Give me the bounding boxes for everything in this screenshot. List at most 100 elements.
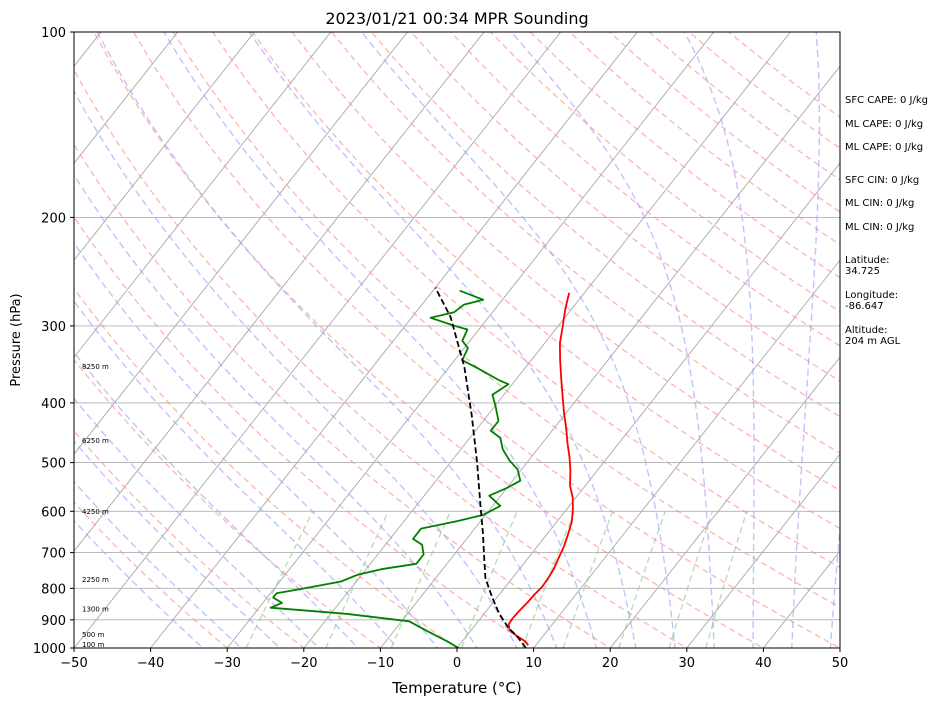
dry-adiabat-line bbox=[172, 32, 840, 608]
isotherm-line bbox=[533, 259, 840, 648]
sfc-cin-text: SFC CIN: 0 J/kg bbox=[845, 175, 920, 186]
isotherm-line bbox=[379, 65, 840, 648]
moist-adiabat-line bbox=[510, 32, 715, 648]
height-label: 500 m bbox=[82, 631, 105, 639]
dry-adiabat-line bbox=[74, 358, 382, 648]
isotherm-line bbox=[762, 550, 840, 648]
isotherm-line bbox=[74, 32, 179, 164]
moist-adiabat-line bbox=[74, 397, 320, 648]
height-label: 100 m bbox=[82, 641, 105, 649]
latitude-text: Latitude: 34.725 bbox=[845, 255, 890, 277]
dry-adiabat-line bbox=[74, 215, 535, 648]
dry-adiabat-line bbox=[74, 68, 689, 648]
dry-adiabat-line bbox=[251, 32, 840, 530]
y-tick-label: 400 bbox=[41, 397, 66, 412]
y-tick-label: 800 bbox=[41, 582, 66, 597]
moist-adiabat-line bbox=[74, 519, 204, 648]
y-tick-label: 200 bbox=[41, 211, 66, 226]
y-tick-label: 1000 bbox=[33, 642, 66, 657]
height-label: 1300 m bbox=[82, 606, 109, 614]
height-label: 6250 m bbox=[82, 437, 109, 445]
x-tick-label: 0 bbox=[453, 656, 461, 671]
x-tick-label: 20 bbox=[602, 656, 619, 671]
y-tick-label: 100 bbox=[41, 26, 66, 41]
mixing-ratio-line bbox=[668, 511, 713, 648]
x-tick-label: −10 bbox=[367, 656, 394, 671]
ml-cape-text-2: ML CAPE: 0 J/kg bbox=[845, 142, 924, 153]
longitude-text: Longitude: -86.647 bbox=[845, 290, 899, 312]
isotherm-line bbox=[686, 453, 840, 648]
y-tick-label: 500 bbox=[41, 457, 66, 472]
isotherm-line bbox=[74, 32, 485, 552]
dry-adiabat-line bbox=[74, 143, 612, 648]
isotherm-line bbox=[226, 32, 715, 648]
series-group bbox=[269, 287, 574, 648]
mixing-ratio-line bbox=[245, 511, 314, 648]
x-tick-label: 50 bbox=[832, 656, 849, 671]
moist-adiabat-line bbox=[791, 32, 821, 648]
dry-adiabat-line bbox=[490, 32, 840, 313]
x-axis: −50 −40 −30 −20 −10 0 10 20 30 40 50 bbox=[60, 648, 848, 671]
dry-adiabat-line bbox=[74, 429, 305, 648]
dry-adiabat-line bbox=[93, 32, 765, 648]
temperature-profile-line bbox=[507, 292, 574, 646]
dry-adiabat-line bbox=[74, 501, 229, 648]
isotherm-line bbox=[74, 32, 409, 455]
isotherm-line bbox=[609, 356, 840, 648]
y-tick-label: 300 bbox=[41, 320, 66, 335]
moist-adiabat-line bbox=[74, 351, 359, 648]
dry-adiabat-line bbox=[212, 32, 840, 569]
moist-adiabat-line bbox=[74, 241, 439, 648]
moist-adiabat-line bbox=[360, 32, 676, 648]
isotherm-line bbox=[150, 32, 638, 648]
height-labels: 100 m 500 m 1300 m 2250 m 4250 m 6250 m 8250 m bbox=[82, 363, 109, 649]
moist-adiabat-line bbox=[829, 523, 840, 648]
y-tick-label: 600 bbox=[41, 505, 66, 520]
isotherm-line bbox=[906, 18, 946, 661]
chart-title: 2023/01/21 00:34 MPR Sounding bbox=[325, 9, 588, 28]
isotherm-line bbox=[303, 32, 792, 648]
ml-cin-text: ML CIN: 0 J/kg bbox=[845, 198, 915, 209]
y-tick-label: 900 bbox=[41, 614, 66, 629]
x-tick-label: −40 bbox=[137, 656, 164, 671]
moist-adiabat-line bbox=[683, 32, 755, 648]
dry-adiabat-line bbox=[74, 287, 459, 648]
altitude-text: Altitude: 204 m AGL bbox=[845, 325, 901, 347]
isotherm-line bbox=[456, 162, 840, 648]
y-axis: 100 200 300 400 500 600 700 800 900 1000 bbox=[33, 26, 74, 657]
moist-adiabat-line bbox=[74, 173, 478, 648]
height-label: 8250 m bbox=[82, 363, 109, 371]
y-tick-label: 700 bbox=[41, 547, 66, 562]
x-tick-label: 10 bbox=[525, 656, 542, 671]
parcel-profile-line bbox=[434, 287, 527, 648]
height-label: 2250 m bbox=[82, 576, 109, 584]
x-tick-label: 40 bbox=[755, 656, 772, 671]
dry-adiabat-line bbox=[132, 32, 840, 648]
dry-adiabat-line bbox=[371, 32, 840, 418]
dewpoint-profile-line bbox=[269, 289, 522, 648]
ml-cin-text-2: ML CIN: 0 J/kg bbox=[845, 222, 915, 233]
sfc-cape-text: SFC CAPE: 0 J/kg bbox=[845, 95, 928, 106]
moist-adiabat-line bbox=[248, 32, 637, 648]
isotherm-line bbox=[74, 32, 562, 648]
moist-adiabat-line bbox=[96, 32, 558, 648]
ml-cape-text: ML CAPE: 0 J/kg bbox=[845, 119, 924, 130]
moist-adiabat-line bbox=[74, 440, 281, 648]
grid-lines bbox=[74, 32, 840, 648]
x-tick-label: −50 bbox=[60, 656, 87, 671]
x-tick-label: −20 bbox=[290, 656, 317, 671]
moist-adiabat-line bbox=[74, 480, 243, 648]
dry-adiabat-line bbox=[331, 32, 840, 454]
isotherm-line bbox=[74, 32, 255, 261]
x-tick-label: 30 bbox=[679, 656, 696, 671]
height-label: 4250 m bbox=[82, 508, 109, 516]
y-axis-label: Pressure (hPa) bbox=[9, 293, 24, 386]
moist-adiabat-line bbox=[163, 32, 598, 648]
x-tick-label: −30 bbox=[213, 656, 240, 671]
background-reference-lines bbox=[74, 18, 946, 661]
x-axis-label: Temperature (°C) bbox=[391, 679, 521, 697]
mixing-ratio-line bbox=[562, 511, 614, 648]
isotherm-line bbox=[74, 32, 332, 358]
moist-adiabat-line bbox=[74, 89, 518, 648]
